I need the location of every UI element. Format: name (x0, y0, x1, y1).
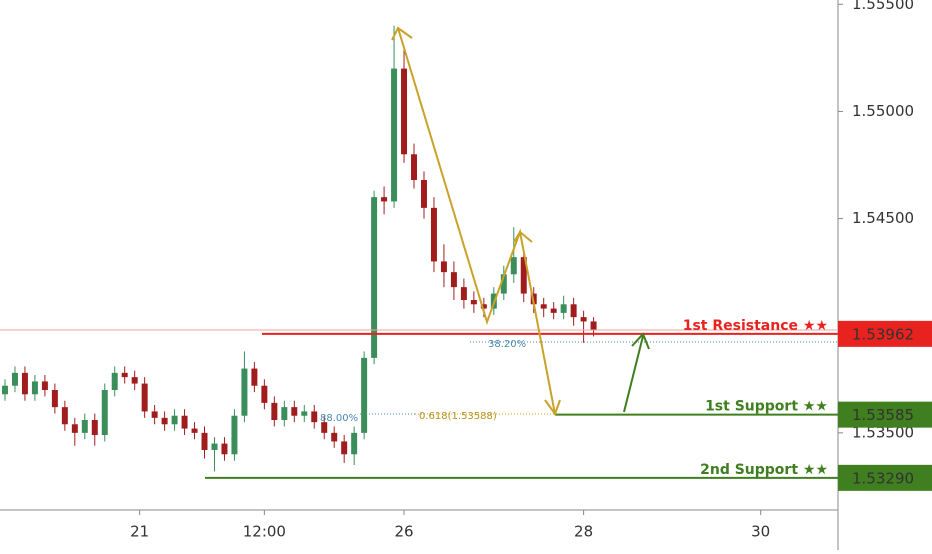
candle-body (450, 272, 457, 288)
candle-body (550, 308, 557, 313)
candle-body (181, 415, 188, 429)
candle-body (460, 287, 467, 300)
candle-body (21, 372, 28, 395)
candle-body (381, 197, 388, 202)
pattern-drawing (391, 26, 650, 417)
candle-body (540, 304, 547, 309)
level-name: 2nd Support ★★ (700, 462, 828, 478)
y-tick-label: 1.54500 (852, 209, 914, 227)
x-tick-label: 12:00 (243, 523, 286, 541)
level-name: 1st Support ★★ (705, 399, 828, 415)
candle-body (111, 372, 118, 390)
candle-body (41, 381, 48, 390)
candle-body (500, 274, 507, 294)
candle-body (251, 368, 258, 386)
candle-body (480, 304, 487, 309)
candle-body (231, 415, 238, 455)
candle-body (31, 381, 38, 395)
candle-body (91, 420, 98, 435)
candle-body (411, 154, 418, 180)
candle-body (291, 407, 298, 416)
candle-body (61, 407, 68, 425)
candle-body (590, 321, 597, 330)
candle-body (331, 432, 338, 442)
candle-body (371, 197, 378, 358)
candle-body (261, 385, 268, 403)
y-tick-label: 1.55000 (852, 102, 914, 120)
candle-body (401, 68, 408, 155)
candle-body (71, 424, 78, 433)
level-name: 1st Resistance ★★ (683, 318, 828, 334)
candle-body (211, 443, 218, 450)
x-tick-label: 21 (130, 523, 149, 541)
level-value: 1.53585 (852, 406, 914, 424)
level-value: 1.53962 (852, 325, 914, 343)
candle-body (341, 441, 348, 455)
candle-body (191, 428, 198, 433)
candle-body (201, 432, 208, 450)
candle-body (361, 357, 368, 433)
y-tick-label: 1.55500 (852, 0, 914, 13)
candle-body (241, 368, 248, 416)
fib-label: 88.00% (320, 413, 358, 424)
candle-body (121, 372, 128, 378)
candle-body (1, 385, 8, 395)
y-tick-label: 1.53500 (852, 423, 914, 441)
candle-body (311, 411, 318, 423)
x-tick-label: 26 (394, 523, 413, 541)
candle-body (440, 261, 447, 273)
candle-body (430, 207, 437, 262)
candle-body (11, 372, 18, 386)
level-badge (838, 401, 932, 428)
candle-body (171, 415, 178, 425)
candle-body (271, 402, 278, 420)
candle-body (470, 300, 477, 305)
x-tick-label: 30 (751, 523, 770, 541)
candle-body (321, 422, 328, 433)
candle-body (301, 411, 308, 416)
candle-body (51, 390, 58, 408)
candle-body (101, 390, 108, 435)
candle-body (131, 377, 138, 384)
level-badge (838, 320, 932, 347)
candle-body (81, 420, 88, 433)
candle-body (570, 304, 577, 318)
candle-body (141, 383, 148, 412)
level-value: 1.53290 (852, 469, 914, 487)
candle-body (510, 257, 517, 275)
candle-body (351, 432, 358, 455)
candle-body (420, 180, 427, 208)
candle-body (580, 317, 587, 322)
candle-body (520, 257, 527, 294)
candle-body (281, 407, 288, 420)
fib-label: 38.20% (488, 339, 526, 350)
candle-body (391, 68, 398, 202)
candle-body (161, 417, 168, 425)
x-tick-label: 28 (574, 523, 593, 541)
candle-body (221, 443, 228, 455)
candle-body (560, 304, 567, 313)
level-badge (838, 464, 932, 491)
fib-label: 0.618(1.53588) (419, 411, 497, 422)
candle-body (151, 411, 158, 418)
